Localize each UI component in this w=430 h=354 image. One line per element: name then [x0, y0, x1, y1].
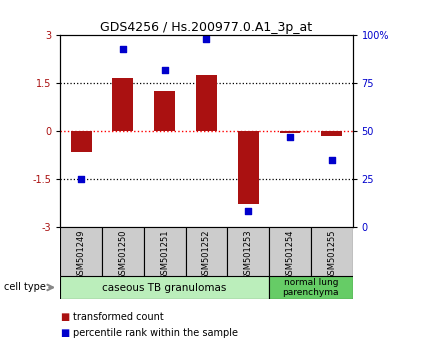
Text: ■: ■ — [60, 312, 70, 322]
Text: GSM501254: GSM501254 — [286, 229, 295, 280]
Point — [161, 67, 168, 73]
Title: GDS4256 / Hs.200977.0.A1_3p_at: GDS4256 / Hs.200977.0.A1_3p_at — [100, 21, 313, 34]
Bar — [71, 131, 92, 152]
Text: normal lung
parenchyma: normal lung parenchyma — [283, 278, 339, 297]
Text: GSM501251: GSM501251 — [160, 229, 169, 280]
Bar — [238, 131, 258, 204]
Bar — [154, 91, 175, 131]
Point — [245, 209, 252, 214]
Bar — [269, 227, 311, 276]
Bar — [185, 227, 227, 276]
Bar — [144, 227, 185, 276]
Text: caseous TB granulomas: caseous TB granulomas — [102, 282, 227, 293]
Point — [120, 46, 126, 52]
Text: percentile rank within the sample: percentile rank within the sample — [73, 328, 238, 338]
Bar — [196, 75, 217, 131]
Bar — [227, 227, 269, 276]
Point — [78, 176, 85, 182]
Text: transformed count: transformed count — [73, 312, 164, 322]
Point — [328, 157, 335, 162]
Point — [203, 36, 210, 42]
Bar — [102, 227, 144, 276]
Text: GSM501250: GSM501250 — [118, 229, 127, 280]
Text: ■: ■ — [60, 328, 70, 338]
Bar — [112, 79, 133, 131]
Text: cell type: cell type — [4, 282, 46, 292]
Bar — [269, 276, 353, 299]
Text: GSM501249: GSM501249 — [77, 229, 86, 280]
Text: GSM501255: GSM501255 — [327, 229, 336, 280]
Bar — [280, 131, 301, 132]
Text: GSM501252: GSM501252 — [202, 229, 211, 280]
Bar — [321, 131, 342, 136]
Bar — [60, 227, 102, 276]
Bar — [60, 276, 269, 299]
Point — [286, 134, 293, 139]
Bar — [311, 227, 353, 276]
Text: GSM501253: GSM501253 — [244, 229, 253, 280]
